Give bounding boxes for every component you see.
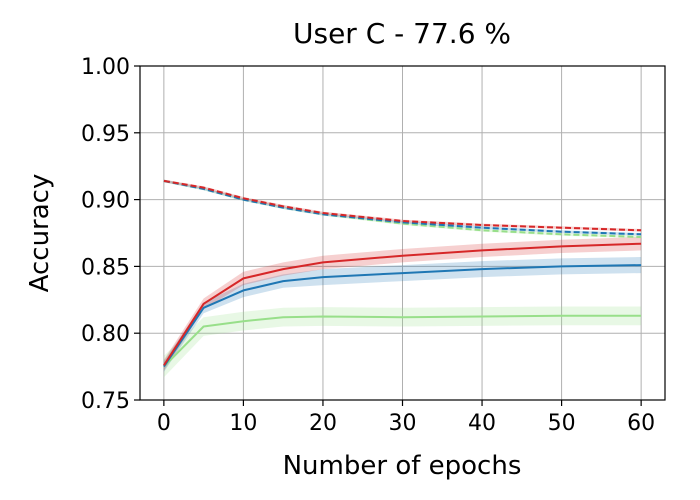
- x-tick-label: 30: [389, 411, 417, 436]
- y-tick-label: 0.80: [81, 322, 130, 347]
- y-tick-label: 0.85: [81, 255, 130, 280]
- series-3-band: [163, 237, 642, 371]
- x-tick-label: 40: [468, 411, 496, 436]
- series-2-line: [163, 264, 642, 368]
- y-tick-label: 1.00: [81, 55, 130, 80]
- series-1-line: [163, 314, 642, 368]
- chart-title: User C - 77.6 %: [293, 17, 511, 50]
- x-axis-label: Number of epochs: [283, 451, 522, 481]
- x-tick-label: 60: [627, 411, 655, 436]
- y-tick-label: 0.75: [81, 389, 130, 414]
- confidence-bands: [163, 179, 642, 378]
- y-tick-label: 0.90: [81, 189, 130, 214]
- series-lines: [163, 179, 642, 368]
- series-6-line: [163, 179, 642, 232]
- series-3-line: [163, 242, 642, 366]
- series-2-band: [163, 257, 642, 372]
- y-axis-label: Accuracy: [25, 174, 55, 293]
- series-6-band: [163, 179, 642, 232]
- x-tick-label: 50: [548, 411, 576, 436]
- y-tick-label: 0.95: [81, 122, 130, 147]
- x-axis-ticks: 0 10 20 30 40 50 60: [157, 400, 655, 436]
- x-tick-label: 20: [309, 411, 337, 436]
- x-tick-label: 0: [157, 411, 171, 436]
- x-tick-label: 10: [229, 411, 257, 436]
- y-axis-ticks: 0.75 0.80 0.85 0.90 0.95 1.00: [81, 55, 140, 414]
- series-1-band: [163, 306, 642, 378]
- series-5-line: [163, 179, 642, 236]
